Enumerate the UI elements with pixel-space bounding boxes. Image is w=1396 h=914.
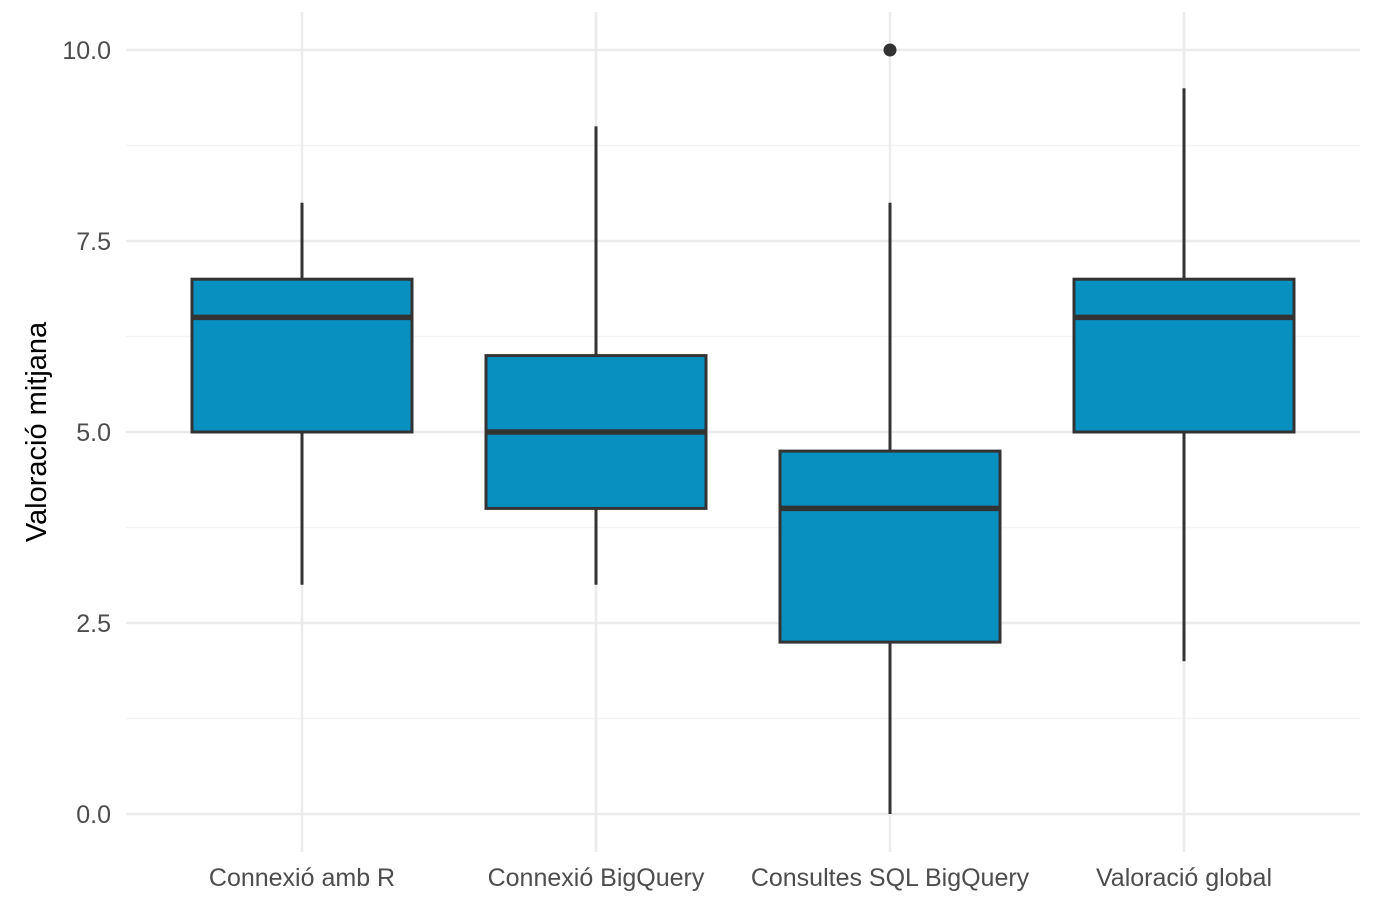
y-tick-label: 5.0	[76, 419, 111, 447]
box-group	[484, 126, 708, 585]
box-group	[190, 202, 414, 585]
iqr-box	[778, 449, 1002, 644]
box-group	[778, 43, 1002, 814]
y-tick-label: 0.0	[76, 801, 111, 829]
box-plots	[190, 43, 1296, 814]
y-tick-label: 2.5	[76, 610, 111, 638]
y-tick-label: 10.0	[62, 37, 111, 65]
iqr-box	[1072, 277, 1296, 434]
x-tick-label: Connexió BigQuery	[488, 864, 705, 892]
box-group	[1072, 88, 1296, 662]
y-axis-title: Valoració mitjana	[21, 321, 53, 542]
x-tick-label: Valoració global	[1096, 864, 1272, 892]
x-tick-label: Connexió amb R	[209, 864, 395, 892]
iqr-box	[190, 277, 414, 434]
x-tick-label: Consultes SQL BigQuery	[751, 864, 1030, 892]
x-axis-tick-labels: Connexió amb R Connexió BigQuery Consultes…	[209, 864, 1272, 892]
outlier-point	[883, 43, 897, 57]
y-axis-tick-labels: 0.0 2.5 5.0 7.5 10.0	[62, 37, 111, 829]
y-tick-label: 7.5	[76, 228, 111, 256]
